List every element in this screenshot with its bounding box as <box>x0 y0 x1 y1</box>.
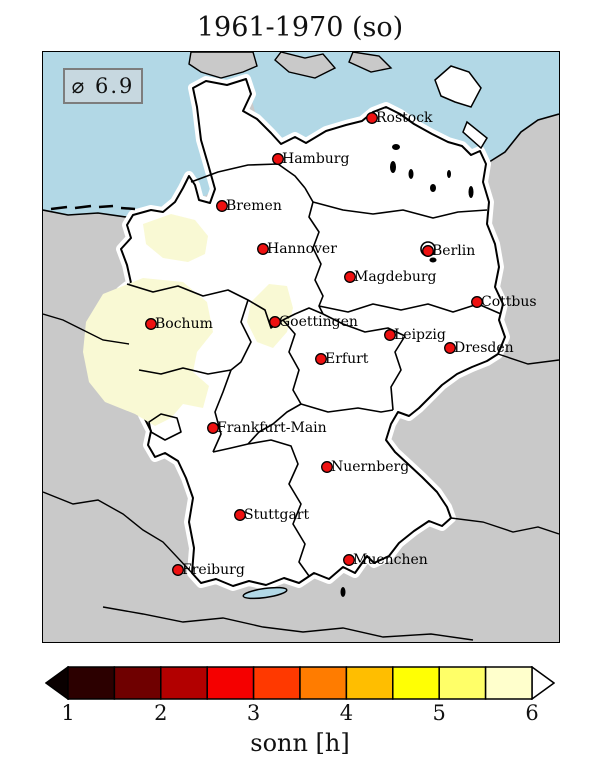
shade-goettingen <box>247 284 293 348</box>
colorbar-segment <box>160 666 208 700</box>
shaded-regions <box>83 214 293 426</box>
colorbar-segment <box>299 666 348 700</box>
colorbar-over-arrow <box>531 666 555 700</box>
colorbar-tick-label: 2 <box>154 701 168 725</box>
average-value-badge: ⌀ 6.9 <box>63 68 143 104</box>
shade-muensterland <box>143 214 208 262</box>
polish-coastline <box>485 113 559 165</box>
map-canvas: Rostock Hamburg Bremen Hannover Berlin Magdeb… <box>43 52 559 642</box>
colorbar-segment <box>252 666 301 700</box>
frisian-islands <box>50 204 136 211</box>
city-label: Hannover <box>267 241 337 257</box>
city-label: Magdeburg <box>354 269 437 285</box>
city-marker <box>343 554 355 566</box>
lakes <box>340 144 474 597</box>
germany-outline <box>114 78 506 587</box>
city-marker <box>444 342 456 354</box>
city-label: Goettingen <box>279 314 358 330</box>
germany-map: Rostock Hamburg Bremen Hannover Berlin Magdeb… <box>42 51 560 643</box>
colorbar-segments <box>67 666 533 700</box>
city-marker <box>234 509 246 521</box>
city-label: Bochum <box>155 316 213 332</box>
colorbar <box>45 666 555 700</box>
foreign-borders <box>43 313 559 641</box>
state-borders <box>126 163 502 577</box>
denmark-islands <box>188 52 393 79</box>
colorbar-segment <box>206 666 255 700</box>
dutch-coastline <box>43 209 134 219</box>
colorbar-tick-label: 1 <box>61 701 75 725</box>
colorbar-segment <box>438 666 487 700</box>
colorbar-segment <box>67 666 116 700</box>
city-label: Muenchen <box>353 552 428 568</box>
page-title: 1961-1970 (so) <box>196 12 404 43</box>
city-marker <box>366 112 378 124</box>
colorbar-label: sonn [h] <box>250 729 350 757</box>
colorbar-tick-label: 3 <box>246 701 261 725</box>
city-label: Frankfurt-Main <box>217 420 327 436</box>
city-label: Cottbus <box>481 294 537 310</box>
shade-nrw <box>83 278 213 426</box>
lake-constance <box>242 586 288 600</box>
colorbar-tick-label: 5 <box>432 701 446 725</box>
city-marker <box>269 316 281 328</box>
city-marker <box>145 318 157 330</box>
cities-layer: Rostock Hamburg Bremen Hannover Berlin Magdeb… <box>145 110 537 578</box>
city-marker <box>384 329 396 341</box>
city-label: Leipzig <box>394 327 446 343</box>
city-label: Dresden <box>454 340 514 356</box>
city-marker <box>207 422 219 434</box>
city-marker <box>172 564 184 576</box>
colorbar-under-arrow <box>45 666 69 700</box>
colorbar-tick-label: 4 <box>339 701 354 725</box>
colorbar-tick-label: 6 <box>525 701 539 725</box>
colorbar-segment <box>484 666 533 700</box>
city-label: Freiburg <box>182 562 245 578</box>
city-marker <box>422 245 434 257</box>
colorbar-segment <box>345 666 394 700</box>
city-label: Rostock <box>376 110 433 126</box>
city-marker <box>216 200 228 212</box>
city-label: Bremen <box>226 198 282 214</box>
city-marker <box>471 296 483 308</box>
city-marker <box>315 353 327 365</box>
city-marker <box>321 461 333 473</box>
city-marker <box>344 271 356 283</box>
baltic-islands <box>434 65 488 150</box>
city-label: Hamburg <box>282 151 350 167</box>
city-marker <box>272 153 284 165</box>
city-label: Erfurt <box>325 351 369 367</box>
city-label: Stuttgart <box>244 507 309 523</box>
colorbar-segment <box>113 666 162 700</box>
colorbar-ticks: 1 2 3 4 5 6 <box>0 701 600 727</box>
city-label: Berlin <box>432 243 475 259</box>
colorbar-segment <box>392 666 440 700</box>
city-label: Nuernberg <box>331 459 409 475</box>
city-marker <box>257 243 269 255</box>
